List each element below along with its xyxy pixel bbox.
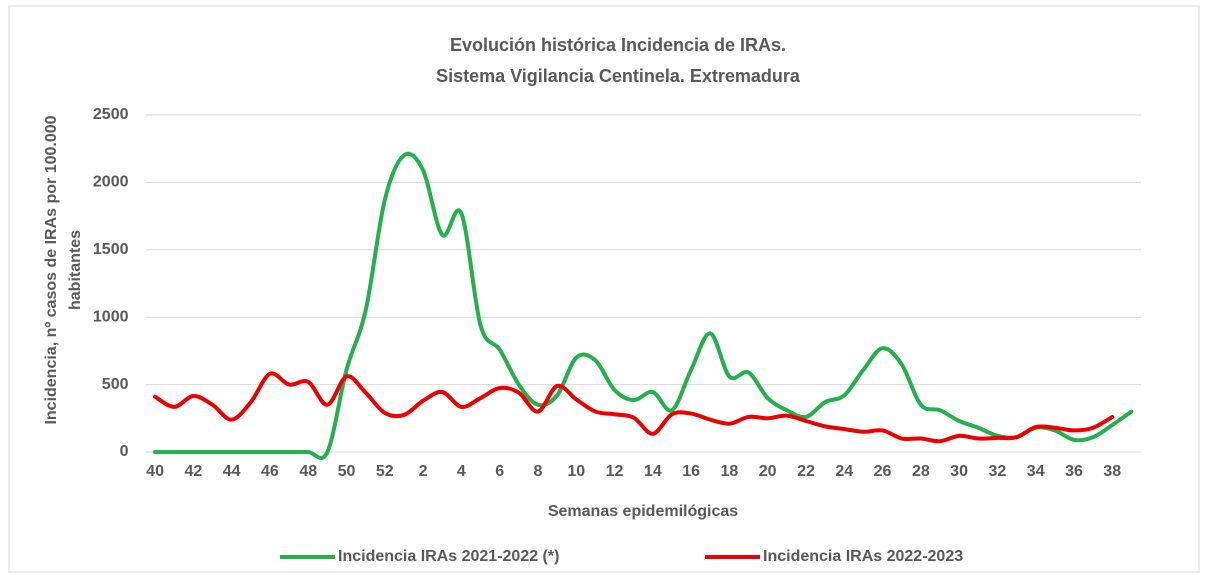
y-tick-label: 500 [102, 376, 129, 393]
y-tick-label: 2000 [93, 174, 129, 191]
x-tick-label: 34 [1027, 463, 1045, 480]
chart-frame [8, 5, 1200, 573]
x-tick-label: 46 [261, 463, 279, 480]
x-tick-label: 22 [797, 463, 815, 480]
x-tick-label: 12 [606, 463, 624, 480]
x-tick-label: 2 [419, 463, 428, 480]
x-tick-label: 24 [835, 463, 853, 480]
x-axis-title: Semanas epidemilógicas [548, 503, 738, 520]
x-tick-label: 10 [567, 463, 585, 480]
legend-label: Incidencia IRAs 2021-2022 (*) [338, 548, 559, 565]
x-tick-label: 4 [457, 463, 466, 480]
x-tick-label: 28 [912, 463, 930, 480]
x-tick-label: 30 [950, 463, 968, 480]
x-tick-label: 44 [223, 463, 241, 480]
x-tick-label: 52 [376, 463, 394, 480]
legend-label: Incidencia IRAs 2022-2023 [763, 548, 963, 565]
series-line [153, 151, 1134, 461]
x-tick-label: 42 [184, 463, 202, 480]
y-tick-label: 0 [120, 443, 129, 460]
x-tick-label: 32 [989, 463, 1007, 480]
x-tick-label: 50 [338, 463, 356, 480]
y-tick-label: 1000 [93, 308, 129, 325]
x-tick-label: 6 [495, 463, 504, 480]
x-tick-label: 20 [759, 463, 777, 480]
x-tick-label: 8 [534, 463, 543, 480]
x-tick-label: 16 [682, 463, 700, 480]
chart-subtitle: Sistema Vigilancia Centinela. Extremadur… [436, 66, 801, 86]
x-tick-label: 26 [874, 463, 892, 480]
y-tick-label: 1500 [93, 241, 129, 258]
y-tick-label: 2500 [93, 106, 129, 123]
x-tick-label: 14 [644, 463, 662, 480]
y-axis-title: Incidencia, nº casos de IRAs por 100.000 [43, 115, 60, 424]
series-line [153, 371, 1115, 444]
y-axis-title: habitantes [67, 230, 84, 310]
x-tick-label: 38 [1103, 463, 1121, 480]
chart-title: Evolución histórica Incidencia de IRAs. [450, 35, 786, 55]
x-tick-label: 36 [1065, 463, 1083, 480]
x-tick-label: 40 [146, 463, 164, 480]
x-tick-label: 18 [721, 463, 739, 480]
x-tick-label: 48 [299, 463, 317, 480]
